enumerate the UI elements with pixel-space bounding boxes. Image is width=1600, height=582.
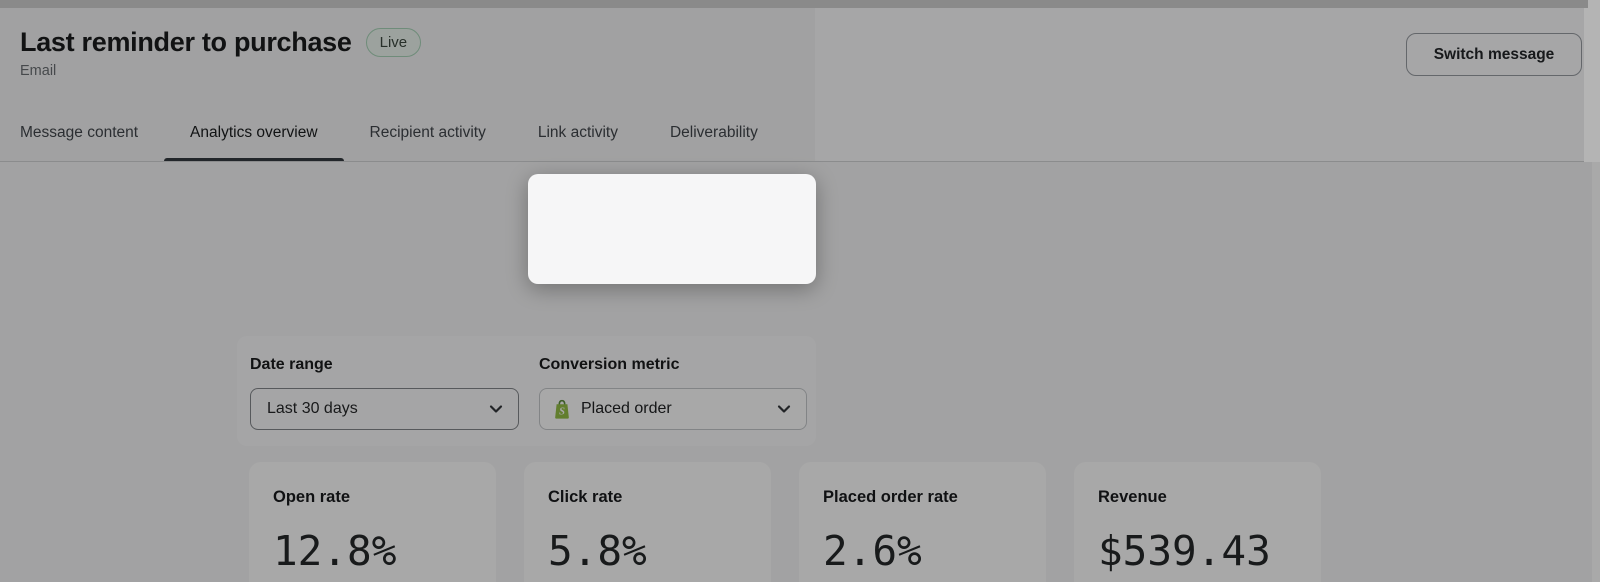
page-title: Last reminder to purchase (20, 26, 352, 57)
screen-edge-top (0, 0, 1588, 8)
conversion-metric-label: Conversion metric (539, 356, 680, 373)
screen-edge-right (1592, 162, 1600, 582)
svg-text:S: S (559, 407, 565, 418)
tab-deliverability[interactable]: Deliverability (644, 103, 784, 162)
tab-link-activity[interactable]: Link activity (512, 103, 644, 162)
status-badge: Live (365, 27, 422, 57)
tab-label: Recipient activity (369, 123, 486, 141)
analytics-content: Date range Last 30 days Conversion metri… (0, 162, 1600, 582)
shopify-bag-icon: S (553, 399, 571, 419)
date-range-value: Last 30 days (267, 400, 358, 417)
tab-recipient-activity[interactable]: Recipient activity (344, 103, 512, 162)
metric-card-placed-order-rate: Placed order rate 2.6% Placed order rate… (799, 462, 1046, 582)
channel-subtitle: Email (20, 63, 57, 79)
metric-title: Revenue (1098, 488, 1167, 506)
tab-label: Analytics overview (190, 123, 318, 141)
metric-card-click-rate: Click rate 5.8% Click rate 86 recipients (524, 462, 771, 582)
tab-label: Message content (20, 123, 139, 141)
metric-cards-row: Open rate 12.8% Open rate 391 recipients… (249, 462, 1321, 582)
tab-bar: Message content Analytics overview Recip… (20, 103, 784, 163)
switch-message-button[interactable]: Switch message (1406, 33, 1582, 76)
date-range-label: Date range (250, 356, 333, 373)
metric-value: 5.8% (548, 527, 647, 575)
date-range-select[interactable]: Last 30 days (250, 388, 519, 430)
tab-label: Deliverability (669, 123, 758, 141)
tab-message-content[interactable]: Message content (20, 103, 164, 162)
active-tab-underline (164, 158, 344, 163)
metric-title: Click rate (548, 488, 623, 506)
header: Last reminder to purchase Live Email Swi… (0, 0, 1600, 163)
title-row: Last reminder to purchase Live (20, 24, 422, 60)
metric-value: 2.6% (823, 527, 922, 575)
chevron-down-icon (776, 401, 792, 417)
tab-label: Link activity (537, 123, 618, 141)
metric-title: Placed order rate (823, 488, 958, 506)
metric-card-revenue: Revenue $539.43 Revenue 39 recipients $1… (1074, 462, 1321, 582)
metric-card-open-rate: Open rate 12.8% Open rate 391 recipients (249, 462, 496, 582)
conversion-metric-value: Placed order (581, 400, 672, 417)
chevron-down-icon (488, 401, 504, 417)
screen-edge-right-top (1584, 0, 1600, 162)
metric-title: Open rate (273, 488, 351, 506)
tab-analytics-overview[interactable]: Analytics overview (164, 103, 344, 163)
metric-value: 12.8% (273, 527, 397, 575)
metric-value: $539.43 (1098, 527, 1271, 575)
tab-bar-divider (0, 161, 1600, 162)
conversion-metric-select[interactable]: S Placed order (539, 388, 807, 430)
